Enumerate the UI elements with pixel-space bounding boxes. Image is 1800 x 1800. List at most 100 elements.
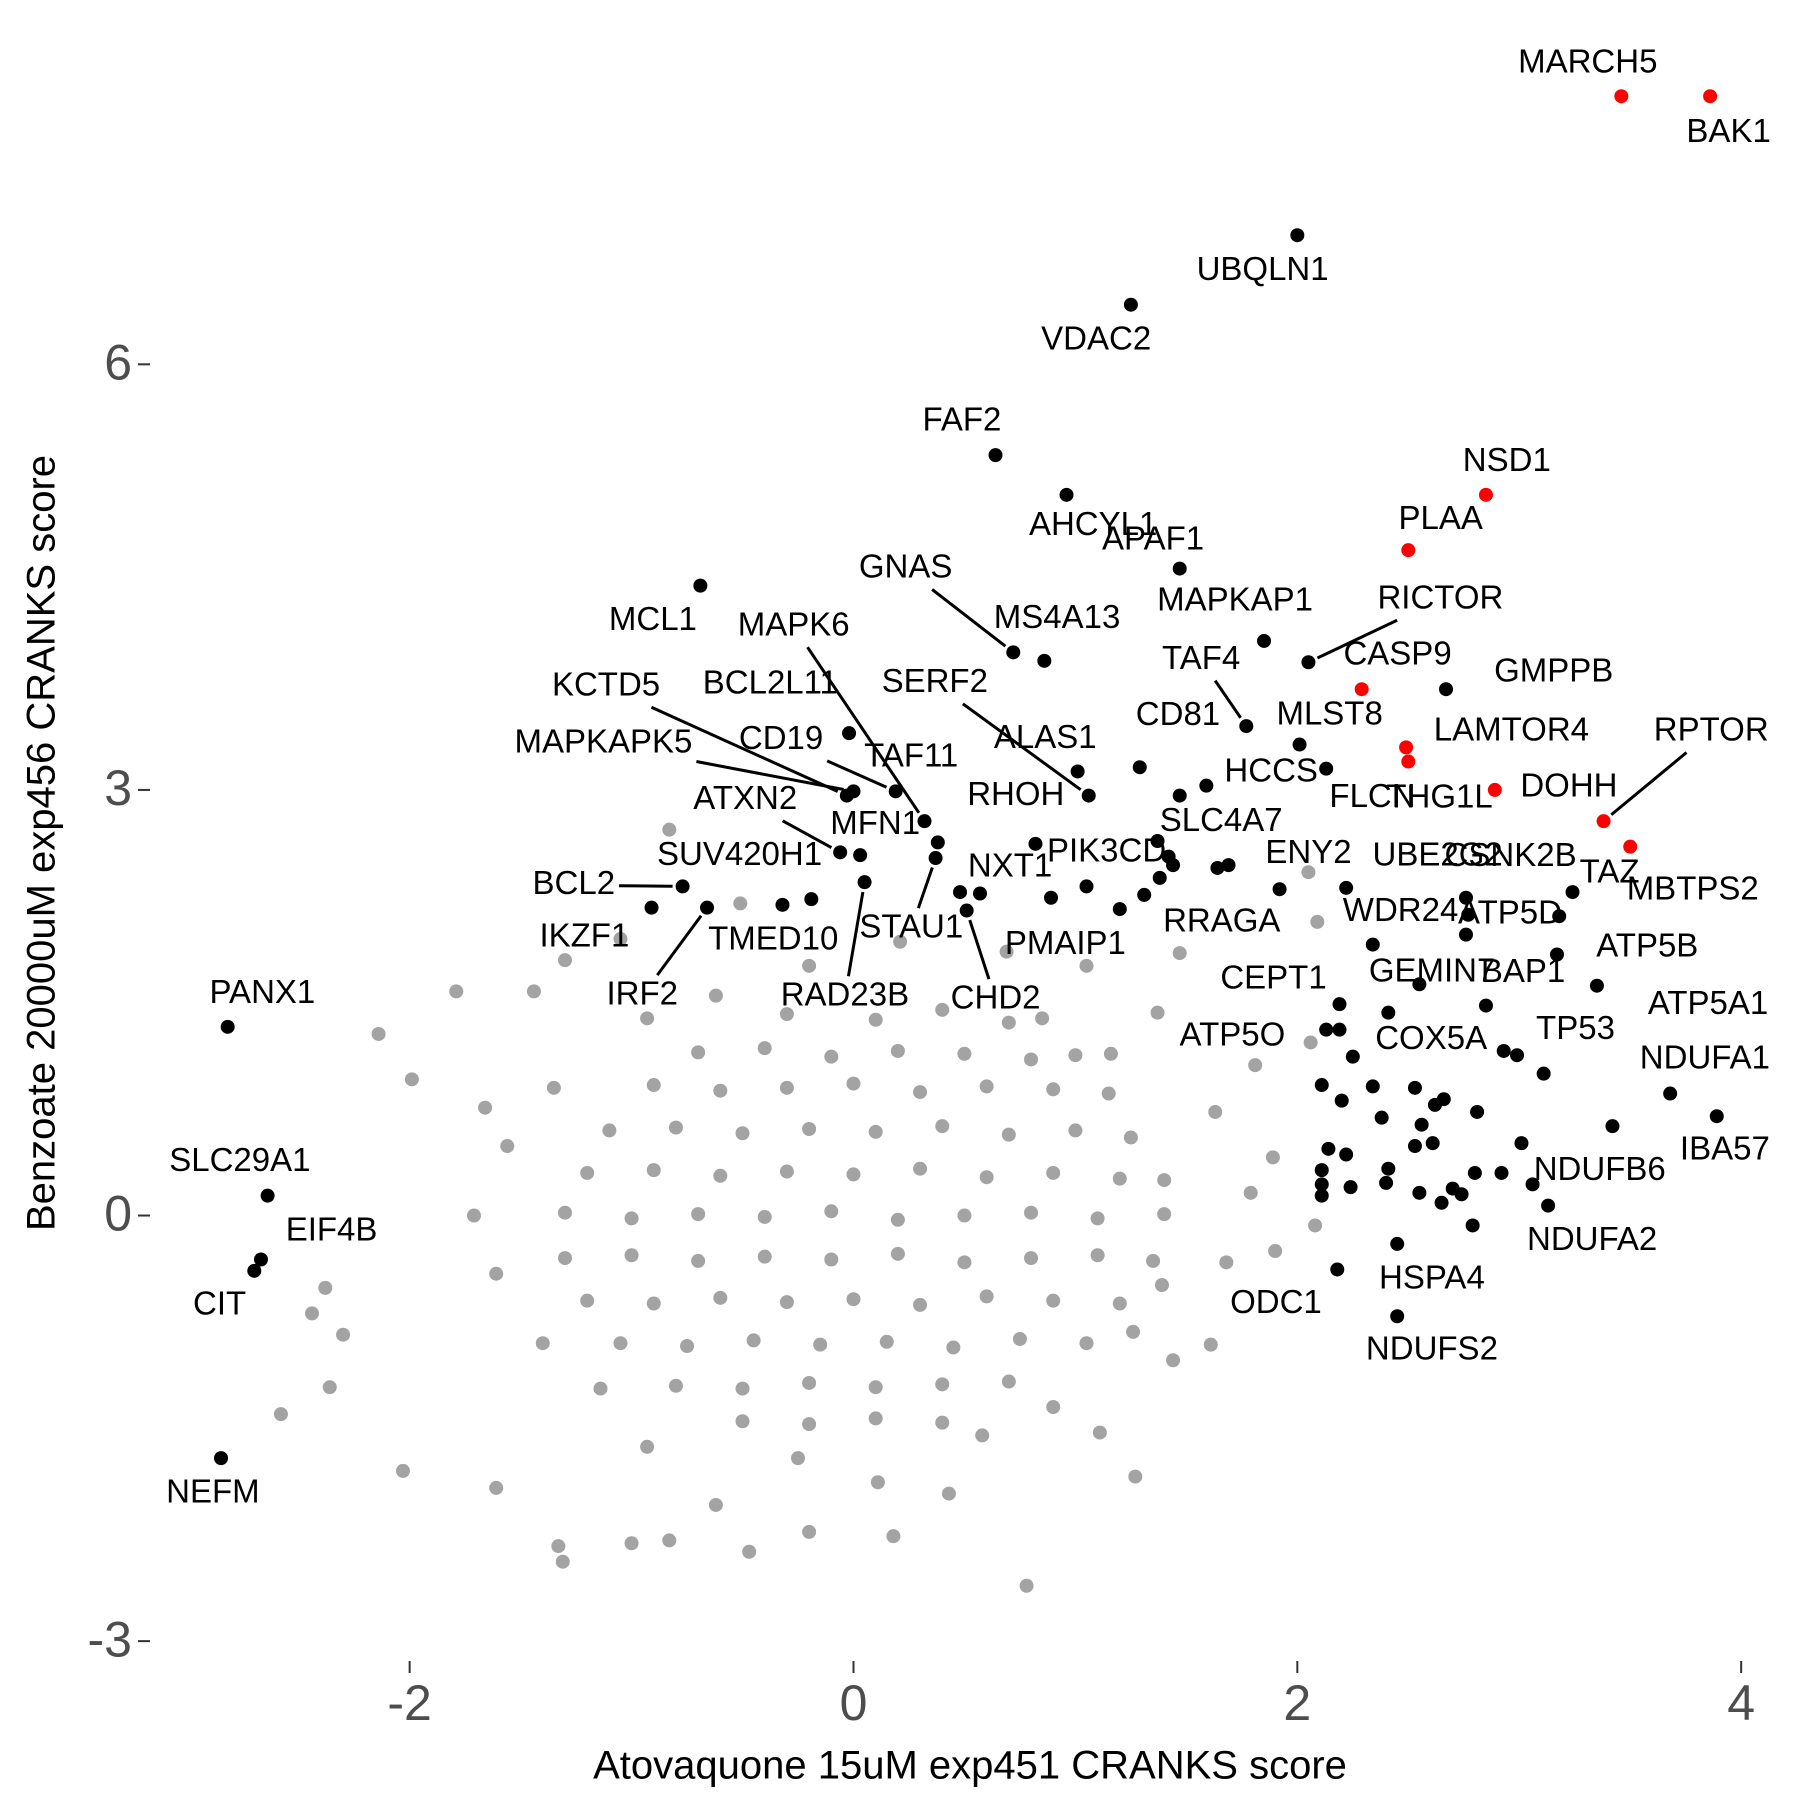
- data-point: [853, 848, 868, 863]
- data-point: [957, 1255, 972, 1270]
- data-point: [1454, 1187, 1469, 1202]
- data-point: [1272, 882, 1287, 897]
- data-point: [957, 1046, 972, 1061]
- point-label: ALAS1: [994, 718, 1097, 755]
- data-point: [322, 1380, 337, 1395]
- point-label: CEPT1: [1220, 959, 1326, 996]
- point-label: UBE2G2: [1372, 835, 1502, 872]
- data-point: [602, 1123, 617, 1138]
- label-leader: [826, 759, 888, 789]
- point-label: SUV420H1: [657, 835, 822, 872]
- point-label: PANX1: [210, 973, 316, 1010]
- point-label: MAPK6: [738, 605, 850, 642]
- data-point: [757, 1041, 772, 1056]
- data-point: [305, 1306, 320, 1321]
- point-label: CD19: [739, 719, 823, 756]
- data-point: [735, 1126, 750, 1141]
- data-point: [624, 1248, 639, 1263]
- data-point: [1046, 1165, 1061, 1180]
- data-point: [1467, 1165, 1482, 1180]
- data-point: [1703, 89, 1718, 104]
- data-point: [1461, 907, 1476, 922]
- x-tick-label: 4: [1727, 1675, 1755, 1731]
- data-point: [1112, 902, 1127, 917]
- point-label: RICTOR: [1377, 578, 1503, 615]
- point-label: CIT: [193, 1284, 246, 1321]
- data-point: [930, 835, 945, 850]
- data-point: [1623, 839, 1638, 854]
- data-point: [757, 1209, 772, 1224]
- data-point: [1292, 737, 1307, 752]
- y-tick-label: 3: [104, 760, 132, 816]
- label-leader: [650, 705, 839, 793]
- point-label: ENY2: [1265, 833, 1351, 870]
- data-point: [813, 1337, 828, 1352]
- data-point: [868, 1012, 883, 1027]
- data-point: [1090, 1248, 1105, 1263]
- point-label: IKZF1: [539, 916, 629, 953]
- data-point: [735, 1414, 750, 1429]
- data-point: [1219, 1255, 1234, 1270]
- label-leader: [656, 914, 703, 977]
- point-label: IBA57: [1680, 1130, 1770, 1167]
- data-point: [640, 1439, 655, 1454]
- data-point: [802, 1375, 817, 1390]
- data-point: [804, 892, 819, 907]
- point-label: THG1L: [1386, 777, 1492, 814]
- data-point: [1399, 740, 1414, 755]
- data-point: [1221, 858, 1236, 873]
- data-point: [959, 903, 974, 918]
- data-point: [1314, 1177, 1329, 1192]
- point-label: FLCN: [1329, 777, 1415, 814]
- data-point: [1407, 1139, 1422, 1154]
- data-point: [1152, 870, 1167, 885]
- point-label: CSNK2B: [1445, 836, 1577, 873]
- data-point: [890, 1043, 905, 1058]
- point-label: NSD1: [1463, 441, 1551, 478]
- y-axis-title: Benzoate 20000uM exp456 CRANKS score: [20, 455, 64, 1231]
- data-point: [1308, 1218, 1323, 1233]
- data-point: [1166, 1353, 1181, 1368]
- data-point: [1514, 1136, 1529, 1151]
- data-point: [662, 1533, 677, 1548]
- data-point: [1354, 682, 1369, 697]
- point-label: TMED10: [708, 919, 838, 956]
- data-point: [1401, 754, 1416, 769]
- point-label: GNAS: [859, 548, 953, 585]
- data-point: [1339, 1147, 1354, 1162]
- point-label: ODC1: [1230, 1283, 1322, 1320]
- data-point: [1046, 1400, 1061, 1415]
- data-point: [644, 900, 659, 915]
- point-label: BAP1: [1481, 952, 1565, 989]
- point-label: NDUFA1: [1640, 1039, 1770, 1076]
- data-point: [247, 1263, 262, 1278]
- point-label: MS4A13: [994, 598, 1121, 635]
- data-point: [1552, 909, 1567, 924]
- data-point: [1012, 1331, 1027, 1346]
- data-point: [735, 1381, 750, 1396]
- data-point: [893, 934, 908, 949]
- label-leader: [1213, 679, 1242, 719]
- data-point: [662, 822, 677, 837]
- data-point: [1172, 946, 1187, 961]
- data-point: [535, 1336, 550, 1351]
- data-point: [1319, 761, 1334, 776]
- data-point: [1239, 719, 1254, 734]
- data-point: [1301, 655, 1316, 670]
- point-label: PMAIP1: [1005, 924, 1126, 961]
- point-label: COX5A: [1375, 1019, 1487, 1056]
- data-point: [1470, 1104, 1485, 1119]
- label-leader: [781, 819, 833, 849]
- data-point: [999, 944, 1014, 959]
- data-point: [1257, 633, 1272, 648]
- data-point: [713, 1083, 728, 1098]
- data-point: [1001, 1015, 1016, 1030]
- data-point: [555, 1554, 570, 1569]
- data-point: [467, 1208, 482, 1223]
- point-label: NEFM: [166, 1473, 260, 1510]
- data-point: [668, 1378, 683, 1393]
- data-point: [1210, 860, 1225, 875]
- data-point: [1425, 1136, 1440, 1151]
- point-label: CD81: [1136, 695, 1220, 732]
